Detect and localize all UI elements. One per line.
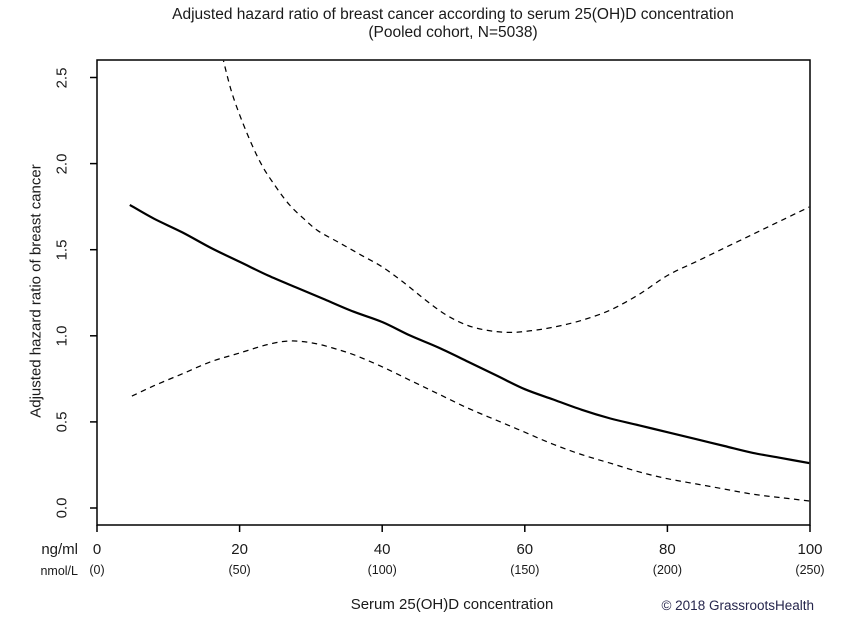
x-tick-label-ngml: 40: [373, 541, 391, 558]
hazard-ratio-line: [129, 203, 810, 465]
x-tick-label-ngml: 100: [797, 541, 823, 558]
x-unit-primary-label: ng/ml: [41, 541, 78, 558]
plot-frame: [96, 59, 811, 526]
y-tick-label: 1.0: [53, 325, 71, 347]
y-tick-label: 0.5: [53, 411, 71, 433]
x-tick-label-ngml: 60: [516, 541, 534, 558]
x-tick-label-nmoll: (200): [652, 563, 682, 577]
x-tick-label-nmoll: (100): [367, 563, 397, 577]
x-tick-label-ngml: 80: [659, 541, 676, 558]
upper-ci-line: [222, 60, 810, 334]
y-tick-label: 1.5: [53, 239, 71, 261]
x-tick-label-nmoll: (50): [228, 563, 251, 577]
y-tick-label: 0.0: [53, 497, 71, 519]
lower-ci-line: [131, 340, 810, 502]
copyright-text: © 2018 GrassrootsHealth: [661, 598, 814, 613]
x-unit-secondary-label: nmol/L: [40, 564, 78, 578]
x-tick-label-nmoll: (250): [795, 563, 825, 577]
x-tick-label-ngml: 0: [92, 541, 102, 558]
y-tick-label: 2.0: [53, 153, 71, 175]
chart-title: Adjusted hazard ratio of breast cancer a…: [172, 6, 734, 23]
x-axis-label: Serum 25(OH)D concentration: [350, 596, 554, 613]
x-tick-label-ngml: 20: [231, 541, 248, 558]
x-tick-label-nmoll: (0): [89, 563, 105, 577]
chart-subtitle: (Pooled cohort, N=5038): [368, 24, 538, 41]
x-tick-label-nmoll: (150): [510, 563, 540, 577]
y-tick-label: 2.5: [53, 67, 71, 88]
